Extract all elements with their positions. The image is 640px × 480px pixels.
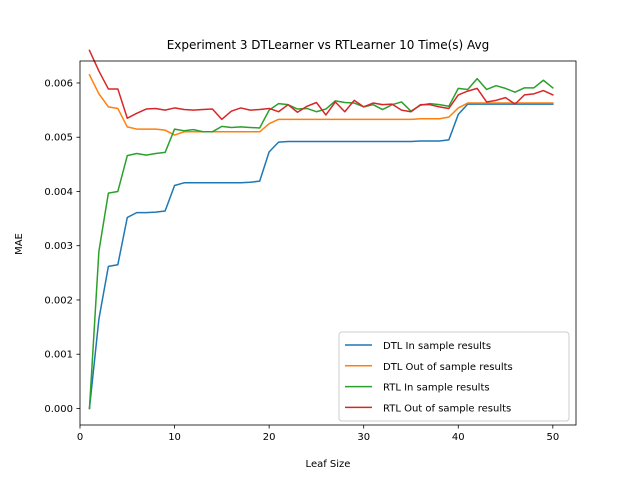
y-tick-label: 0.001 bbox=[44, 350, 73, 361]
x-axis: 0 10 20 30 40 50 bbox=[77, 425, 559, 443]
y-tick-label: 0.003 bbox=[44, 241, 73, 252]
legend-label: DTL In sample results bbox=[383, 341, 491, 352]
series-line-1 bbox=[88, 103, 554, 410]
y-tick-label: 0.002 bbox=[44, 295, 73, 306]
y-tick-label: 0.006 bbox=[44, 78, 73, 89]
y-axis-label: MAE bbox=[14, 233, 25, 255]
x-tick-label: 50 bbox=[546, 432, 559, 443]
series-line-3 bbox=[88, 77, 554, 410]
y-axis: 0.000 0.001 0.002 0.003 0.004 0.005 0.006 bbox=[44, 78, 80, 415]
series-line-2 bbox=[88, 73, 554, 136]
legend-label: RTL In sample results bbox=[383, 383, 490, 394]
legend: DTL In sample results DTL Out of sample r… bbox=[338, 331, 570, 422]
y-tick-label: 0.004 bbox=[44, 187, 73, 198]
legend-label: RTL Out of sample results bbox=[383, 403, 511, 414]
x-tick-label: 0 bbox=[77, 432, 83, 443]
series-line-4 bbox=[88, 49, 554, 121]
x-tick-label: 40 bbox=[452, 432, 465, 443]
plot-frame bbox=[79, 60, 577, 426]
plot-area bbox=[79, 49, 577, 426]
x-tick-label: 20 bbox=[263, 432, 276, 443]
legend-label: DTL Out of sample results bbox=[383, 362, 513, 373]
legend-box bbox=[338, 331, 570, 422]
chart-title: Experiment 3 DTLearner vs RTLearner 10 T… bbox=[167, 38, 490, 52]
x-axis-label: Leaf Size bbox=[306, 459, 351, 470]
x-tick-label: 10 bbox=[168, 432, 181, 443]
x-tick-label: 30 bbox=[357, 432, 370, 443]
y-tick-label: 0.000 bbox=[44, 404, 73, 415]
y-tick-label: 0.005 bbox=[44, 133, 73, 144]
